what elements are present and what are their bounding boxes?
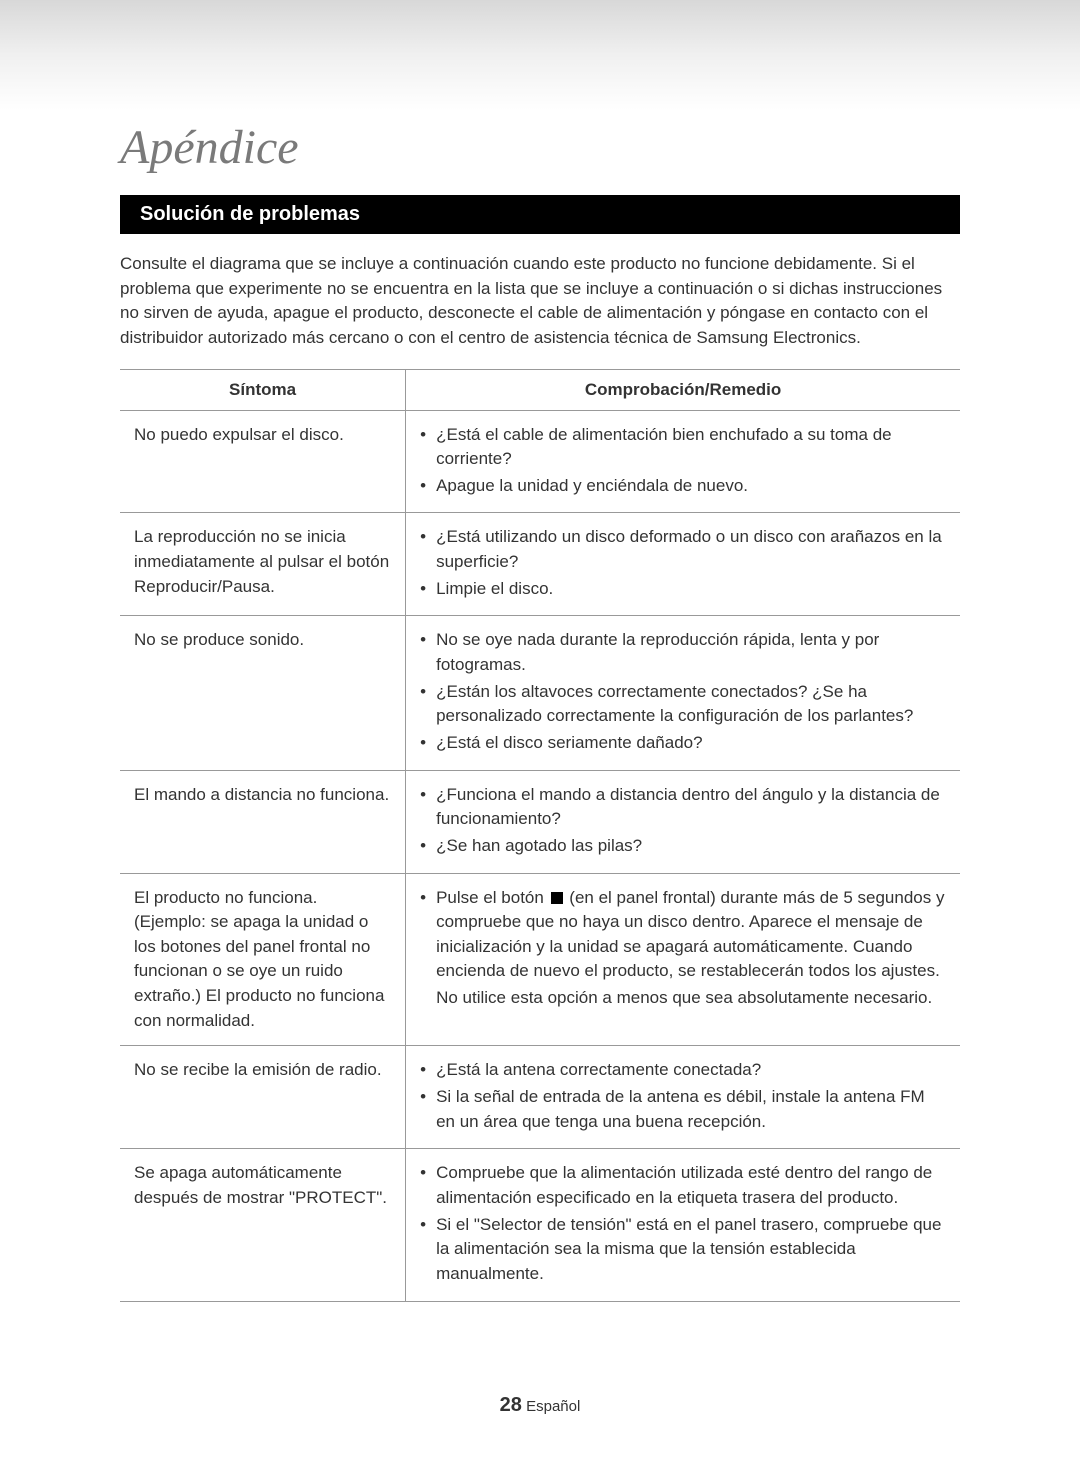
remedy-item: Si el "Selector de tensión" está en el p… <box>420 1213 946 1287</box>
remedy-item: No se oye nada durante la reproducción r… <box>420 628 946 677</box>
remedy-item: ¿Está el disco seriamente dañado? <box>420 731 946 756</box>
table-row: Se apaga automáticamente después de most… <box>120 1149 960 1301</box>
remedy-cell: Pulse el botón (en el panel frontal) dur… <box>406 873 960 1046</box>
remedy-cell: Compruebe que la alimentación utilizada … <box>406 1149 960 1301</box>
remedy-item: Compruebe que la alimentación utilizada … <box>420 1161 946 1210</box>
remedy-item: ¿Está el cable de alimentación bien ench… <box>420 423 946 472</box>
symptom-cell: No se produce sonido. <box>120 616 406 770</box>
header-symptom: Síntoma <box>120 369 406 410</box>
remedy-item: ¿Están los altavoces correctamente conec… <box>420 680 946 729</box>
page-footer-lang: Español <box>526 1398 580 1415</box>
intro-text: Consulte el diagrama que se incluye a co… <box>120 252 960 351</box>
table-body: No puedo expulsar el disco. ¿Está el cabl… <box>120 410 960 1301</box>
remedy-cell: ¿Está utilizando un disco deformado o un… <box>406 513 960 616</box>
stop-icon <box>551 892 563 904</box>
page-number: 28 <box>500 1394 522 1416</box>
remedy-item: ¿Está utilizando un disco deformado o un… <box>420 525 946 574</box>
remedy-item: Limpie el disco. <box>420 577 946 602</box>
remedy-list: Pulse el botón (en el panel frontal) dur… <box>420 886 946 985</box>
section-header: Solución de problemas <box>120 195 960 234</box>
remedy-list: ¿Está utilizando un disco deformado o un… <box>420 525 946 601</box>
table-row: No se recibe la emisión de radio.¿Está l… <box>120 1046 960 1149</box>
symptom-cell: El mando a distancia no funciona. <box>120 770 406 873</box>
page-title: Apéndice <box>120 120 960 175</box>
symptom-cell: El producto no funciona. (Ejemplo: se ap… <box>120 873 406 1046</box>
page-footer: 28 Español <box>0 1394 1080 1417</box>
symptom-cell: Se apaga automáticamente después de most… <box>120 1149 406 1301</box>
remedy-item: Apague la unidad y enciéndala de nuevo. <box>420 474 946 499</box>
table-row: La reproducción no se inicia inmediatame… <box>120 513 960 616</box>
remedy-item: Si la señal de entrada de la antena es d… <box>420 1085 946 1134</box>
remedy-item: Pulse el botón (en el panel frontal) dur… <box>420 886 946 985</box>
remedy-list: Compruebe que la alimentación utilizada … <box>420 1161 946 1286</box>
remedy-item: ¿Se han agotado las pilas? <box>420 834 946 859</box>
remedy-list: No se oye nada durante la reproducción r… <box>420 628 946 755</box>
symptom-cell: La reproducción no se inicia inmediatame… <box>120 513 406 616</box>
table-row: El mando a distancia no funciona. ¿Funcio… <box>120 770 960 873</box>
symptom-cell: No se recibe la emisión de radio. <box>120 1046 406 1149</box>
table-row: El producto no funciona. (Ejemplo: se ap… <box>120 873 960 1046</box>
remedy-item: ¿Funciona el mando a distancia dentro de… <box>420 783 946 832</box>
symptom-cell: No puedo expulsar el disco. <box>120 410 406 513</box>
header-remedy: Comprobación/Remedio <box>406 369 960 410</box>
remedy-item: ¿Está la antena correctamente conectada? <box>420 1058 946 1083</box>
remedy-list: ¿Está la antena correctamente conectada?… <box>420 1058 946 1134</box>
remedy-extra-note: No utilice esta opción a menos que sea a… <box>420 986 946 1011</box>
remedy-cell: No se oye nada durante la reproducción r… <box>406 616 960 770</box>
remedy-text-prefix: Pulse el botón <box>436 888 548 907</box>
remedy-list: ¿Está el cable de alimentación bien ench… <box>420 423 946 499</box>
table-header-row: Síntoma Comprobación/Remedio <box>120 369 960 410</box>
header-gradient <box>0 0 1080 110</box>
remedy-cell: ¿Está el cable de alimentación bien ench… <box>406 410 960 513</box>
page-content: Apéndice Solución de problemas Consulte … <box>0 120 1080 1302</box>
remedy-cell: ¿Funciona el mando a distancia dentro de… <box>406 770 960 873</box>
table-row: No se produce sonido. No se oye nada dura… <box>120 616 960 770</box>
remedy-list: ¿Funciona el mando a distancia dentro de… <box>420 783 946 859</box>
remedy-cell: ¿Está la antena correctamente conectada?… <box>406 1046 960 1149</box>
troubleshoot-table: Síntoma Comprobación/Remedio No puedo ex… <box>120 369 960 1302</box>
table-row: No puedo expulsar el disco. ¿Está el cabl… <box>120 410 960 513</box>
